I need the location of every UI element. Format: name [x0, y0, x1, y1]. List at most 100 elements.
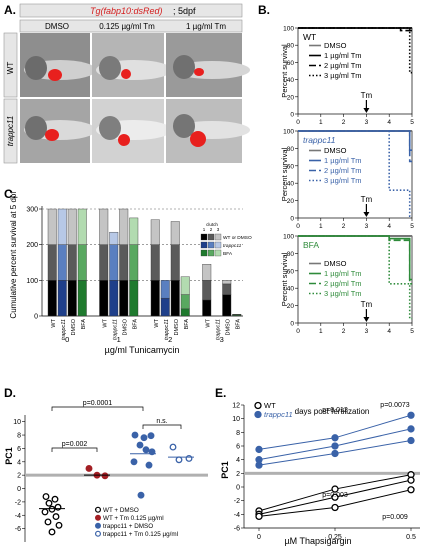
d-point [148, 448, 156, 456]
x-tick-label: 4 [387, 328, 391, 335]
panel-d: D. PC1 -6 -4 -2 0 2 4 6 8 10 p=0.002 p=0.0001 n.s. W… [4, 386, 208, 542]
legend-label: 2 µg/ml Tm [324, 279, 362, 288]
panel-letter-a: A. [4, 3, 16, 17]
e-point [331, 449, 339, 458]
panel-a-transgene: Tg(fabp10:dsRed) [90, 6, 163, 16]
y-tick-label: 60 [287, 60, 295, 67]
d-y-tick-label: 4 [17, 459, 21, 466]
e-p-value: p=0.009 [382, 514, 408, 521]
tm-arrow-head [363, 212, 370, 217]
x-tick-label: 1 [319, 119, 323, 126]
bar-label: WT [102, 318, 108, 327]
e-point [407, 486, 415, 494]
bar-label: trappc11 [215, 319, 221, 340]
y-tick-label: 80 [287, 43, 295, 50]
larva-image-trappc11-tm1 [166, 99, 250, 163]
y-tick-label: 40 [287, 77, 295, 84]
e-threshold-band [244, 471, 420, 475]
survival-ylabel: Percent survival [280, 252, 289, 306]
d-point [142, 446, 150, 454]
c-legend-clutch-number: 1 [203, 227, 206, 232]
c-legend-clutch-number: 2 [210, 227, 213, 232]
d-point [169, 443, 177, 451]
e-y-tick-label: -2 [234, 498, 240, 505]
y-tick-label: 40 [287, 181, 295, 188]
row-label-trappc11: trappc11 [6, 116, 15, 147]
y-tick-label: 60 [287, 163, 295, 170]
c-legend-swatch [207, 241, 215, 249]
d-point [85, 465, 93, 472]
x-tick-label: 3 [365, 328, 369, 335]
e-point [407, 425, 415, 433]
bar-segment [77, 244, 87, 281]
d-p-value: p=0.002 [62, 441, 88, 448]
e-point [255, 461, 263, 469]
panel-a-col-tm1: 1 µg/ml Tm [186, 22, 226, 31]
survival-curve-tm3 [298, 27, 412, 74]
bar-segment [180, 294, 190, 310]
larva-image-wt-tm0125 [92, 33, 172, 97]
bar-segment [202, 299, 212, 317]
e-legend-label: WT [264, 401, 276, 410]
y-tick-label: 100 [283, 26, 294, 33]
panel-a-title-suffix: ; 5dpf [173, 6, 196, 16]
c-legend-swatch [207, 249, 215, 257]
bar-segment [180, 308, 190, 317]
d-legend-label: WT + Tm 0.125 µg/ml [103, 515, 164, 522]
c-group-label: 1 [117, 335, 121, 344]
tm-arrow-label: Tm [361, 300, 373, 309]
larva-image-trappc11-dmso [20, 99, 96, 163]
d-legend-marker [94, 506, 101, 513]
bar-label: WT [154, 318, 160, 327]
d-legend-marker [94, 522, 101, 529]
c-legend-swatch [207, 233, 215, 241]
d-point [52, 513, 60, 521]
e-p-value: p=0.0073 [380, 402, 409, 409]
panel-letter-b: B. [258, 3, 270, 17]
bar-segment [99, 208, 109, 245]
e-point [331, 485, 339, 493]
panel-letter-d: D. [4, 386, 16, 400]
d-point [41, 508, 49, 516]
d-point [131, 431, 139, 439]
tm-arrow-head [363, 108, 370, 113]
d-y-tick-label: 6 [17, 446, 21, 453]
e-x-tick-label: 0.25 [328, 534, 342, 541]
survival-curve-tm2 [298, 235, 412, 285]
survival-title: BFA [303, 240, 319, 250]
larva-image-wt-tm1 [166, 33, 250, 97]
e-y-tick-label: 10 [232, 416, 240, 423]
x-tick-label: 1 [319, 223, 323, 230]
bar-label: BFA [132, 319, 138, 330]
d-point [147, 432, 155, 440]
larva-image-wt-dmso [20, 33, 96, 97]
panel-b: B. days post fertilization 0204060801000… [258, 3, 414, 416]
bar-segment [119, 280, 129, 317]
y-tick-label: 100 [283, 129, 294, 136]
bar-label: WT [205, 318, 211, 327]
bar-label: DMSO [71, 318, 77, 335]
bar-segment [99, 280, 109, 317]
legend-label: 1 µg/ml Tm [324, 156, 362, 165]
bar-segment [99, 244, 109, 281]
bar-label: BFA [235, 319, 241, 330]
bar-segment [47, 280, 57, 317]
bar-segment [77, 280, 87, 317]
d-point [45, 499, 53, 507]
d-point [175, 456, 183, 464]
d-y-tick-label: 2 [17, 473, 21, 480]
legend-label: DMSO [324, 146, 347, 155]
e-point [331, 503, 339, 512]
e-p-value: p=0.012 [322, 407, 348, 414]
d-legend-label: trappc11 + DMSO [103, 523, 153, 530]
e-point [407, 476, 415, 484]
bar-label: DMSO [174, 318, 180, 335]
panel-a-title-bar [19, 3, 243, 18]
x-tick-label: 0 [296, 223, 300, 230]
c-legend-swatch [200, 249, 208, 257]
bar-segment [57, 280, 67, 317]
survival-curve-tm2 [298, 130, 412, 163]
panel-b-xlabel: days post fertilization [295, 407, 370, 416]
panel-c-ylabel: Cumulative percent survival at 5 dpf [9, 191, 18, 319]
x-tick-label: 0 [296, 328, 300, 335]
